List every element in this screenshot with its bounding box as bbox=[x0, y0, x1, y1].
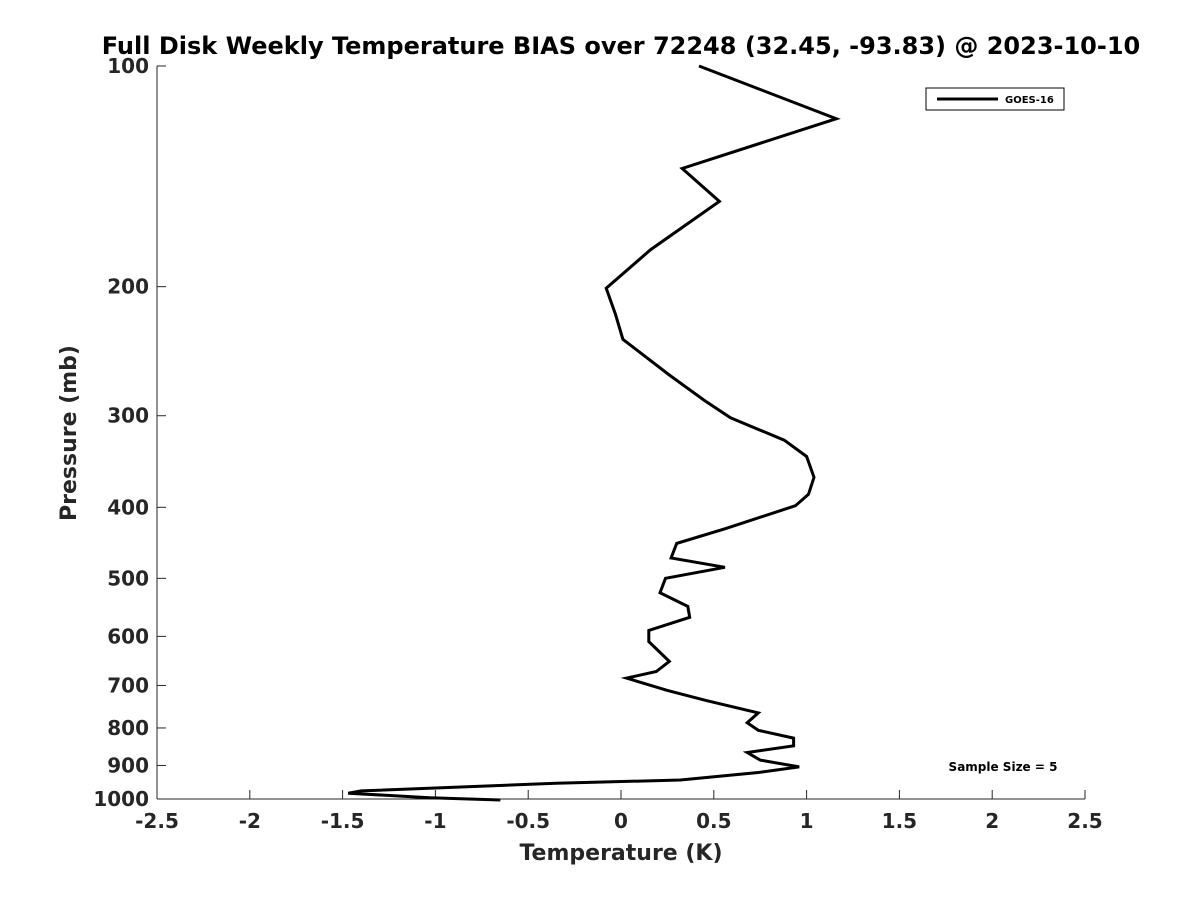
y-tick-label: 300 bbox=[107, 404, 149, 428]
x-tick-label: 2.5 bbox=[1067, 809, 1102, 833]
x-tick-label: -0.5 bbox=[506, 809, 550, 833]
y-tick-label: 700 bbox=[107, 673, 149, 697]
x-axis-ticks: -2.5 -2 -1.5 -1 -0.5 0 0.5 1 1.5 2 2.5 bbox=[135, 790, 1103, 833]
x-tick-label: -2.5 bbox=[135, 809, 179, 833]
chart-title: Full Disk Weekly Temperature BIAS over 7… bbox=[102, 32, 1141, 60]
y-tick-label: 100 bbox=[107, 54, 149, 78]
x-tick-label: 1.5 bbox=[882, 809, 917, 833]
x-tick-label: -1 bbox=[424, 809, 446, 833]
x-tick-label: 0 bbox=[614, 809, 628, 833]
x-tick-label: 1 bbox=[800, 809, 814, 833]
y-tick-label: 600 bbox=[107, 624, 149, 648]
x-tick-label: 0.5 bbox=[696, 809, 731, 833]
x-tick-label: -2 bbox=[239, 809, 261, 833]
y-tick-label: 900 bbox=[107, 753, 149, 777]
x-tick-label: -1.5 bbox=[321, 809, 365, 833]
x-axis-label: Temperature (K) bbox=[519, 841, 722, 866]
y-axis-ticks: 100 200 300 400 500 600 700 800 900 1000 bbox=[93, 54, 166, 811]
x-tick-label: 2 bbox=[985, 809, 999, 833]
y-tick-label: 200 bbox=[107, 275, 149, 299]
legend: GOES-16 bbox=[925, 87, 1065, 111]
y-axis-label: Pressure (mb) bbox=[57, 345, 82, 521]
sample-size-annotation: Sample Size = 5 bbox=[949, 760, 1058, 774]
legend-label: GOES-16 bbox=[1005, 95, 1054, 106]
y-tick-label: 500 bbox=[107, 566, 149, 590]
y-tick-label: 1000 bbox=[93, 787, 149, 811]
series-line-goes-16 bbox=[347, 64, 841, 802]
y-tick-label: 800 bbox=[107, 716, 149, 740]
y-tick-label: 400 bbox=[107, 495, 149, 519]
